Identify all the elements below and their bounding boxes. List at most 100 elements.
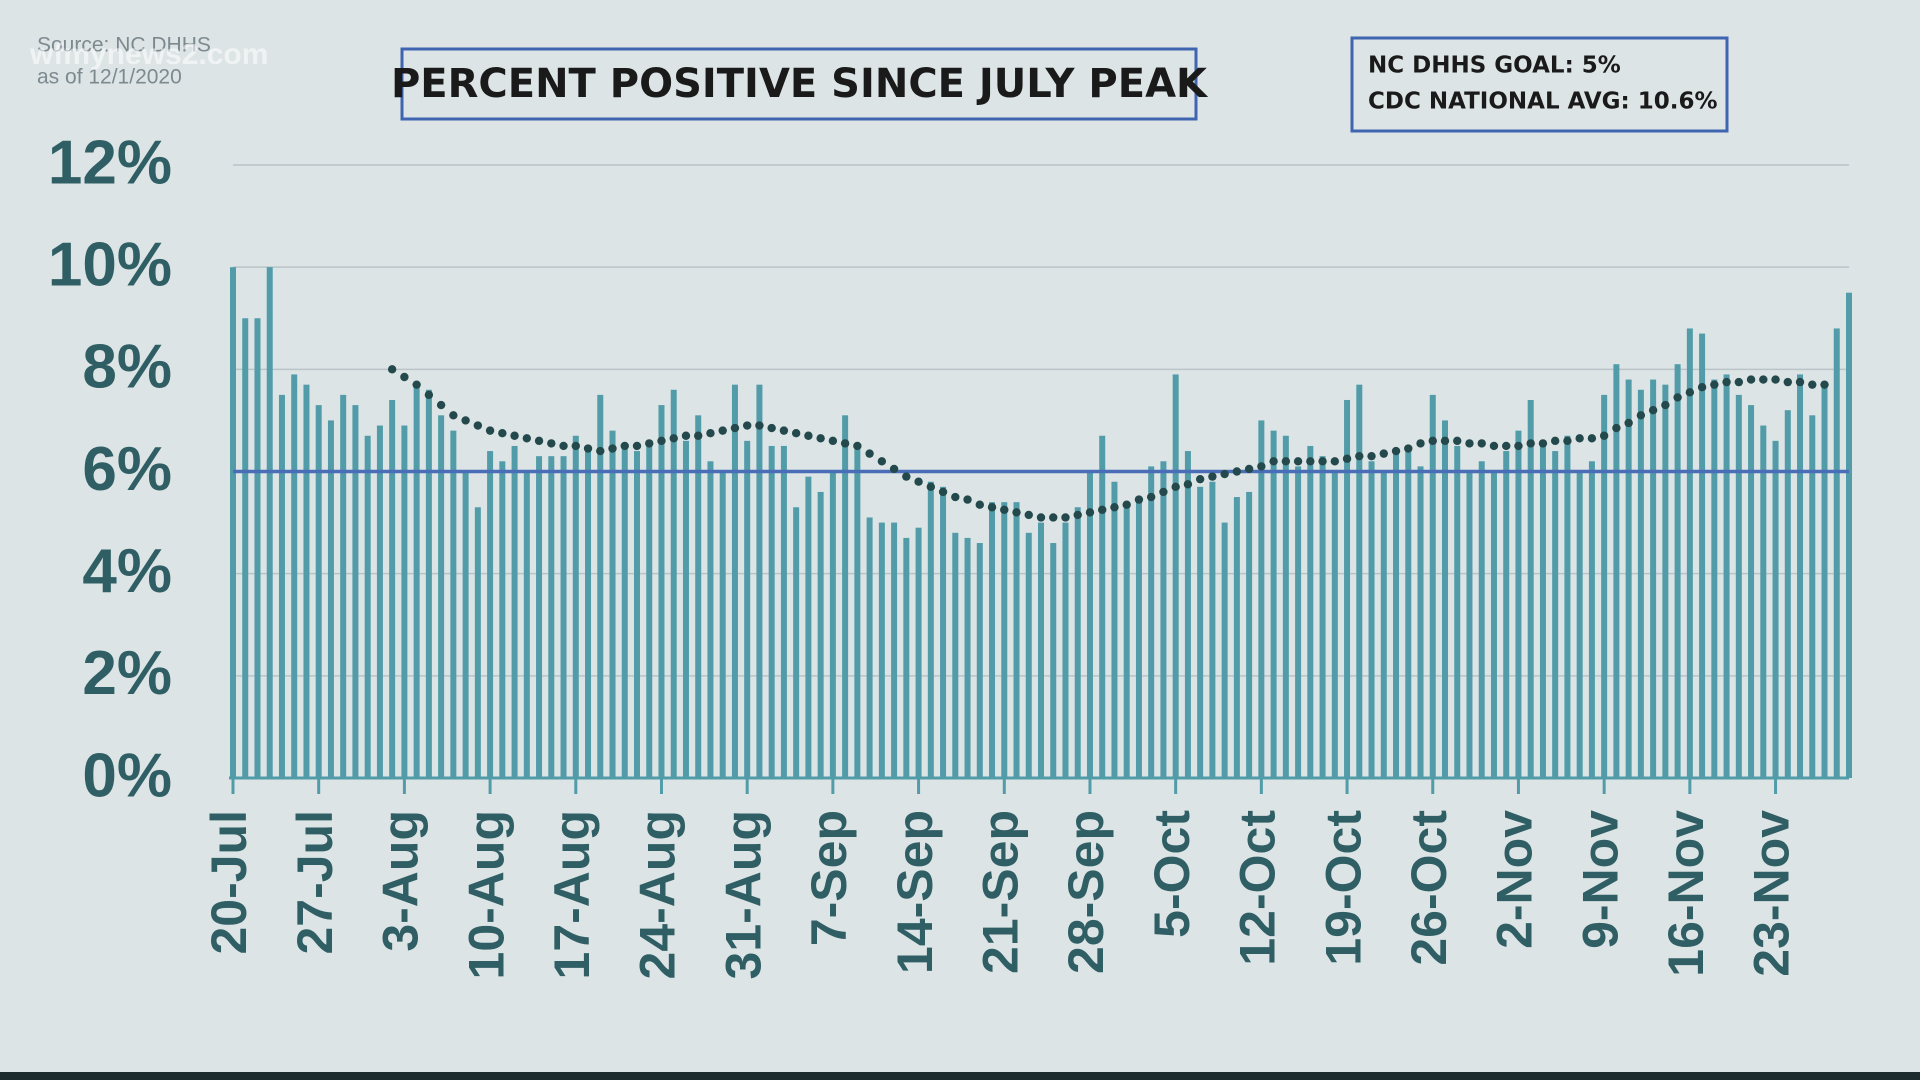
trend-dot <box>1587 434 1597 443</box>
trend-dot <box>1820 380 1829 389</box>
bar <box>976 543 983 778</box>
bar <box>989 502 996 778</box>
bar <box>1797 374 1804 778</box>
title-box <box>400 47 1198 121</box>
trend-dot <box>1293 457 1303 466</box>
bar <box>670 389 677 778</box>
bar <box>1001 502 1008 778</box>
bar <box>1111 481 1118 778</box>
trend-dot <box>779 426 789 435</box>
trend-dot <box>1098 505 1107 515</box>
bar <box>1723 374 1730 778</box>
trend-dot <box>645 439 654 448</box>
bar <box>1148 466 1155 778</box>
bar <box>438 415 445 778</box>
bar <box>1833 328 1840 778</box>
bar <box>340 394 347 778</box>
trend-dot <box>1012 508 1021 517</box>
trend-dot <box>1514 441 1523 451</box>
trend-dot <box>559 441 568 451</box>
bar <box>1576 471 1583 778</box>
trend-dot <box>1697 383 1707 392</box>
annotation-box <box>1350 36 1729 133</box>
x-tick-label: 24-Aug <box>630 810 686 979</box>
trend-dot <box>1502 441 1511 451</box>
bar <box>548 456 555 778</box>
trend-dot <box>963 495 972 504</box>
bar <box>731 384 738 778</box>
trend-dot <box>1575 434 1584 443</box>
bar <box>658 405 665 778</box>
bar <box>1417 466 1424 778</box>
trend-dot <box>1306 457 1315 466</box>
trend-dot <box>424 390 434 400</box>
bar <box>254 318 261 778</box>
y-tick-label: 2% <box>82 639 172 708</box>
trend-dot <box>730 423 740 433</box>
trend-dot <box>1220 469 1229 479</box>
trend-dot <box>694 431 703 440</box>
trend-dot <box>1379 449 1388 458</box>
x-tick-label: 19-Oct <box>1315 810 1371 966</box>
bar <box>389 399 396 778</box>
bar <box>291 374 298 778</box>
bar <box>1490 471 1497 778</box>
trend-dot <box>1342 454 1352 463</box>
bar <box>1123 502 1130 778</box>
bar <box>1270 430 1277 778</box>
bar <box>462 471 469 778</box>
bar <box>1625 379 1632 778</box>
x-tick-label: 31-Aug <box>715 810 771 979</box>
bar <box>1588 461 1595 778</box>
trend-dot <box>1734 377 1744 387</box>
bar <box>1686 328 1693 778</box>
bar <box>842 415 849 778</box>
bar <box>585 445 592 778</box>
bar <box>266 267 273 778</box>
trend-dot <box>571 441 580 451</box>
bar <box>364 435 371 778</box>
trend-dot <box>902 472 911 481</box>
trend-dot <box>412 380 421 389</box>
trend-dot <box>853 441 862 451</box>
as-of-date: as of 12/1/2020 <box>37 66 182 89</box>
x-tick-label: 23-Nov <box>1744 810 1800 977</box>
bar <box>597 394 604 778</box>
trend-dot <box>1759 375 1768 384</box>
bar <box>1393 451 1400 778</box>
bar <box>401 425 408 778</box>
trend-dot <box>436 400 446 410</box>
bar <box>1013 502 1020 778</box>
trend-dot <box>1465 439 1474 448</box>
bar <box>1601 394 1608 778</box>
x-tick-label: 28-Sep <box>1058 810 1114 974</box>
trend-dot <box>1648 406 1658 415</box>
trend-dot <box>951 492 960 502</box>
trend-dot <box>755 421 764 430</box>
bar <box>793 507 800 778</box>
bar <box>1062 522 1069 778</box>
bar <box>1650 379 1657 778</box>
trend-dot <box>1416 439 1425 448</box>
trend-dot <box>510 431 519 440</box>
bar <box>1784 410 1791 778</box>
trend-dot <box>620 441 629 451</box>
trend-dot <box>1808 380 1817 389</box>
y-tick-label: 4% <box>82 537 172 606</box>
y-tick-label: 8% <box>82 333 172 402</box>
bar <box>450 430 457 778</box>
trend-dot <box>914 477 923 486</box>
bar <box>1074 507 1081 778</box>
bar <box>1038 522 1044 778</box>
trend-dot <box>742 421 752 430</box>
bar <box>756 384 763 778</box>
bar <box>1307 445 1314 778</box>
bar <box>474 507 481 778</box>
bar <box>1674 364 1681 778</box>
bar <box>1429 394 1436 778</box>
trend-dot <box>1122 500 1131 509</box>
trend-dot <box>816 434 825 443</box>
trend-dot <box>1000 505 1009 515</box>
trend-dot <box>889 464 899 474</box>
